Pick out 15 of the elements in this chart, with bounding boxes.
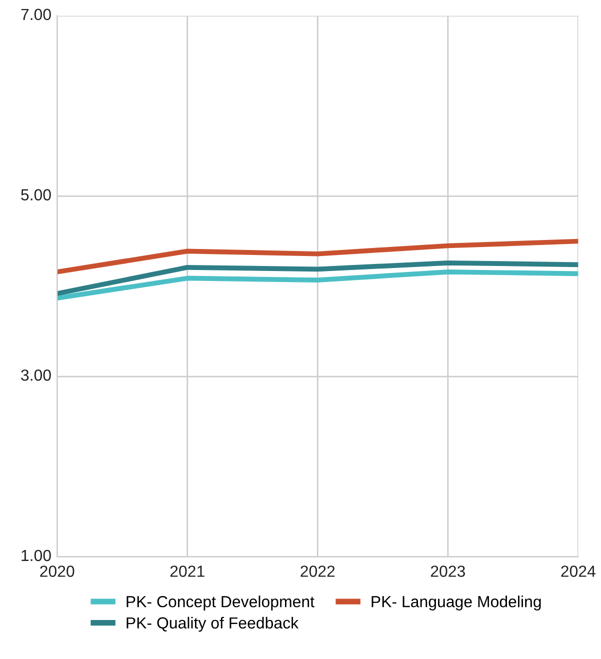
- legend-label: PK- Quality of Feedback: [126, 616, 299, 632]
- x-tick-label: 2022: [300, 566, 335, 577]
- line-series: [57, 238, 578, 274]
- y-tick-label: 1.00: [22, 550, 51, 562]
- y-tick-label: 3.00: [21, 369, 51, 381]
- legend-label: PK- Concept Development: [126, 596, 314, 610]
- legend-label: PK- Language Modeling: [372, 596, 541, 610]
- x-tick-label: 2020: [40, 566, 74, 577]
- y-tick-label: 7.00: [21, 8, 51, 20]
- line-series: [57, 260, 578, 296]
- line-series: [57, 269, 578, 300]
- x-tick-label: 2024: [561, 566, 596, 577]
- x-tick-label: 2021: [170, 566, 204, 577]
- y-tick-label: 5.00: [21, 189, 51, 200]
- x-tick-label: 2023: [430, 566, 465, 577]
